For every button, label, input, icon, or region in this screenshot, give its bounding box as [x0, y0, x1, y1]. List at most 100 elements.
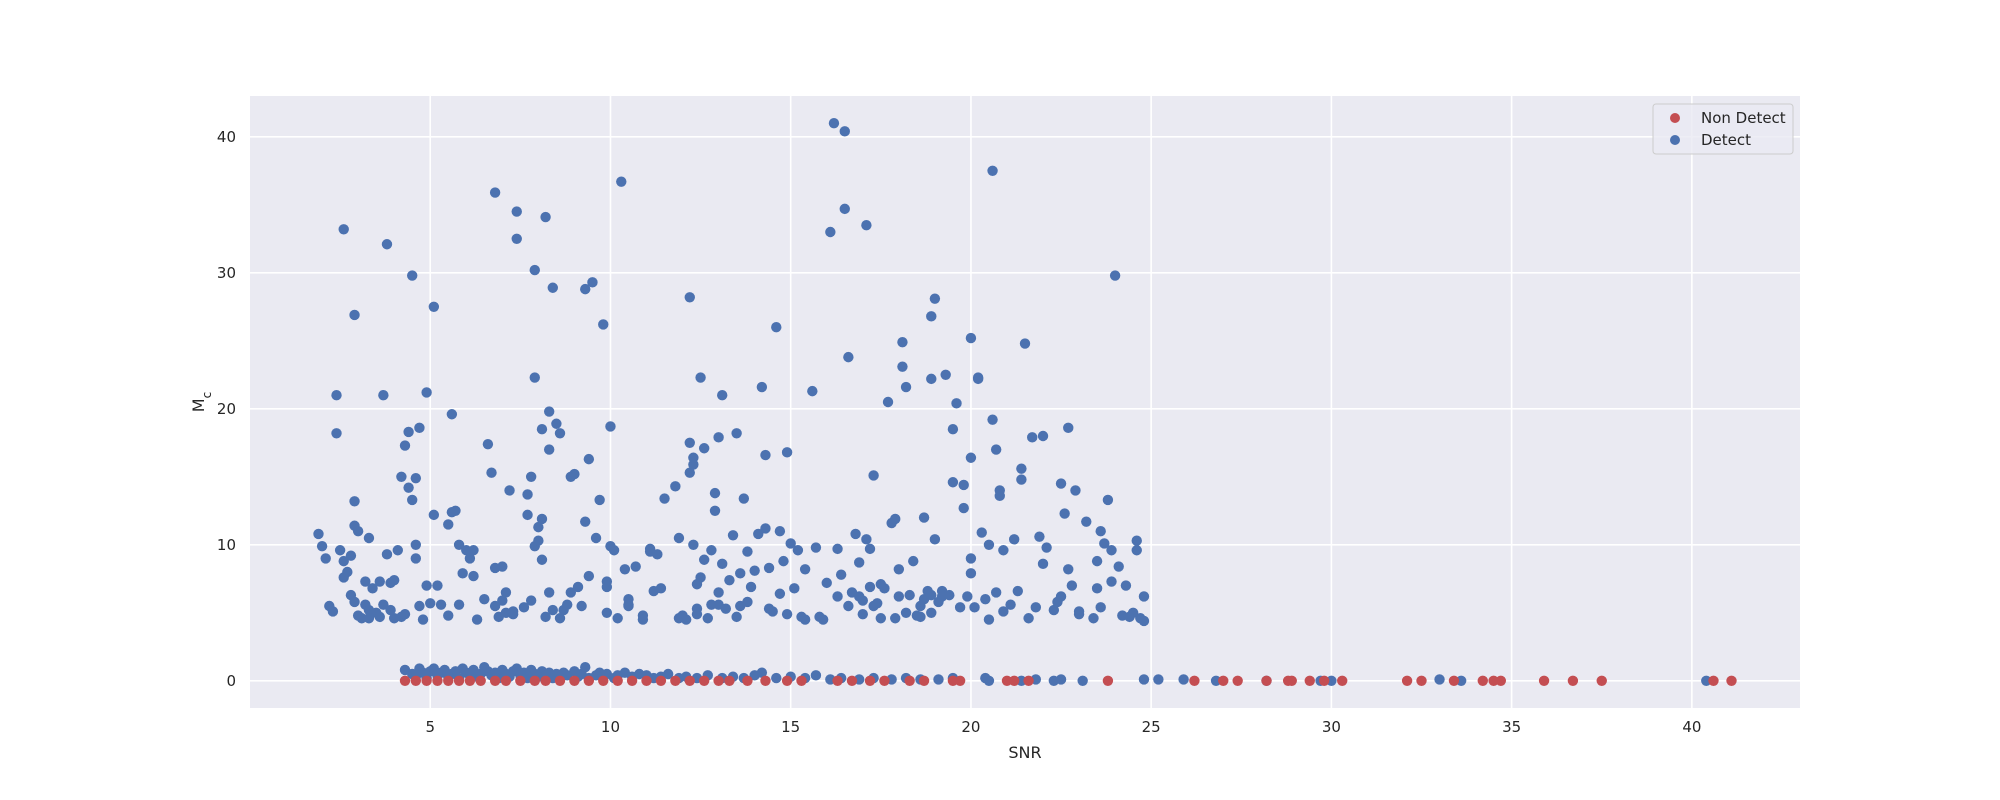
point-detect	[580, 516, 591, 527]
point-detect	[543, 587, 555, 598]
y-axis-label-subscript: c	[200, 392, 214, 399]
y-axis-label: Mc	[189, 392, 214, 412]
point-detect	[334, 545, 346, 556]
point-detect	[673, 532, 685, 544]
point-detect	[929, 293, 941, 304]
point-non-detect	[641, 675, 652, 686]
point-detect	[360, 576, 371, 587]
point-detect	[522, 489, 533, 500]
point-detect	[655, 583, 667, 594]
point-detect	[944, 589, 955, 601]
point-detect	[464, 553, 476, 564]
point-detect	[489, 600, 501, 612]
point-detect	[954, 602, 966, 613]
point-detect	[864, 581, 876, 593]
y-tick-label: 0	[226, 672, 236, 690]
point-detect	[338, 555, 349, 567]
point-non-detect	[670, 675, 681, 686]
point-detect	[435, 599, 447, 610]
point-detect	[605, 421, 616, 432]
point-detect	[543, 406, 555, 417]
point-detect	[388, 574, 400, 586]
point-detect	[688, 452, 699, 463]
point-detect	[644, 543, 656, 555]
point-non-detect	[1318, 675, 1330, 686]
point-detect	[583, 570, 595, 582]
point-detect	[1138, 591, 1150, 602]
point-detect	[349, 496, 360, 507]
point-detect	[1091, 583, 1103, 594]
point-detect	[958, 502, 969, 514]
point-detect	[569, 468, 580, 480]
point-non-detect	[781, 675, 793, 686]
point-detect	[706, 545, 717, 556]
point-non-detect	[529, 675, 540, 686]
point-detect	[511, 206, 522, 217]
point-non-detect	[1232, 675, 1243, 686]
point-detect	[1455, 675, 1467, 686]
point-detect	[352, 526, 364, 537]
point-non-detect	[489, 675, 501, 686]
point-detect	[965, 568, 977, 579]
point-detect	[342, 566, 353, 578]
point-detect	[1063, 564, 1074, 575]
point-detect	[951, 398, 962, 409]
point-detect	[522, 509, 533, 521]
point-detect	[327, 606, 339, 617]
point-non-detect	[904, 675, 915, 686]
point-non-detect	[1708, 675, 1719, 686]
point-detect	[990, 587, 1002, 598]
point-non-detect	[1488, 675, 1499, 686]
point-detect	[781, 447, 793, 458]
point-detect	[1091, 555, 1103, 567]
point-detect	[843, 351, 854, 363]
point-detect	[1131, 545, 1142, 556]
point-detect	[468, 545, 479, 556]
point-detect	[698, 443, 710, 454]
point-detect	[1106, 545, 1117, 556]
point-detect	[933, 674, 944, 685]
point-detect	[926, 589, 937, 601]
point-detect	[1095, 526, 1106, 537]
point-detect	[652, 549, 663, 560]
point-detect	[598, 319, 609, 330]
point-non-detect	[724, 675, 735, 686]
point-detect	[868, 470, 879, 481]
point-detect	[345, 550, 357, 561]
point-detect	[774, 588, 786, 599]
point-detect	[403, 426, 414, 438]
point-detect	[832, 543, 843, 555]
point-detect	[929, 534, 941, 545]
point-detect	[987, 165, 998, 176]
point-detect	[998, 606, 1009, 617]
x-tick-label: 15	[781, 718, 800, 736]
point-detect	[1066, 580, 1078, 591]
point-detect	[349, 309, 360, 321]
point-detect	[684, 292, 695, 303]
point-detect	[861, 220, 872, 231]
point-non-detect	[1008, 675, 1020, 686]
point-detect	[543, 444, 555, 455]
point-detect	[771, 322, 782, 333]
point-non-detect	[954, 675, 966, 686]
point-non-detect	[698, 675, 710, 686]
point-detect	[580, 662, 591, 673]
point-detect	[1055, 478, 1067, 489]
point-detect	[745, 581, 757, 593]
y-tick-label: 10	[217, 536, 236, 554]
point-detect	[962, 591, 973, 602]
point-detect	[1016, 675, 1027, 686]
point-detect	[904, 589, 915, 601]
point-detect	[446, 409, 458, 420]
point-detect	[684, 467, 695, 478]
point-detect	[893, 591, 905, 602]
point-non-detect	[1401, 675, 1413, 686]
point-detect	[453, 599, 465, 610]
point-detect	[735, 568, 746, 579]
point-detect	[1109, 270, 1121, 281]
point-detect	[630, 561, 641, 572]
point-non-detect	[742, 675, 753, 686]
point-detect	[864, 543, 876, 555]
point-detect	[897, 361, 908, 372]
